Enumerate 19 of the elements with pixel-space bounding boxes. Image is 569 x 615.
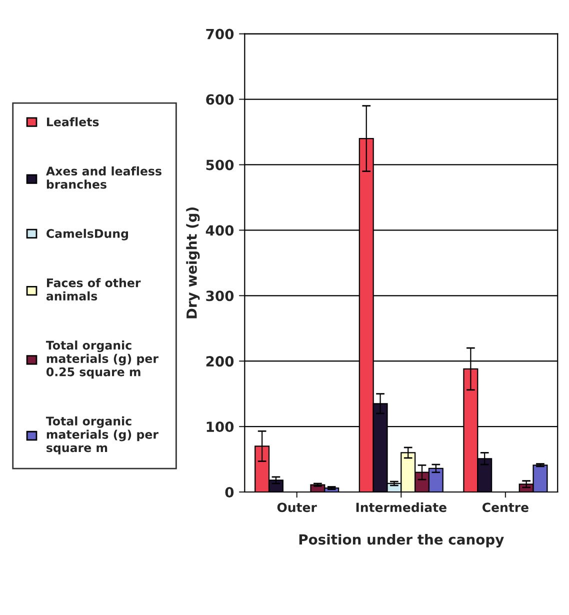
y-tick-label: 600 bbox=[206, 94, 234, 105]
legend-label: Total organic materials (g) per 0.25 square m bbox=[46, 340, 158, 379]
y-tick-label: 200 bbox=[206, 356, 234, 367]
legend-label: CamelsDung bbox=[46, 228, 128, 240]
y-tick-label: 100 bbox=[206, 422, 234, 432]
legend-label: Axes and leafless branches bbox=[46, 166, 162, 189]
y-tick-label: 500 bbox=[206, 160, 234, 170]
legend-label: Total organic materials (g) per square m bbox=[46, 416, 158, 454]
x-tick-label: Centre bbox=[482, 502, 528, 512]
y-axis-title: Dry weight (g) bbox=[186, 207, 200, 318]
y-tick-label: 0 bbox=[225, 486, 234, 498]
legend-label: Faces of other animals bbox=[46, 278, 141, 300]
legend-label: Leaflets bbox=[47, 117, 99, 126]
y-tick-label: 400 bbox=[206, 225, 234, 236]
y-tick-label: 700 bbox=[206, 28, 234, 40]
x-tick-label: Intermediate bbox=[356, 502, 446, 512]
x-tick-label: Outer bbox=[277, 502, 317, 512]
y-tick-label: 300 bbox=[206, 290, 234, 302]
x-axis-title: Position under the canopy bbox=[299, 534, 504, 548]
